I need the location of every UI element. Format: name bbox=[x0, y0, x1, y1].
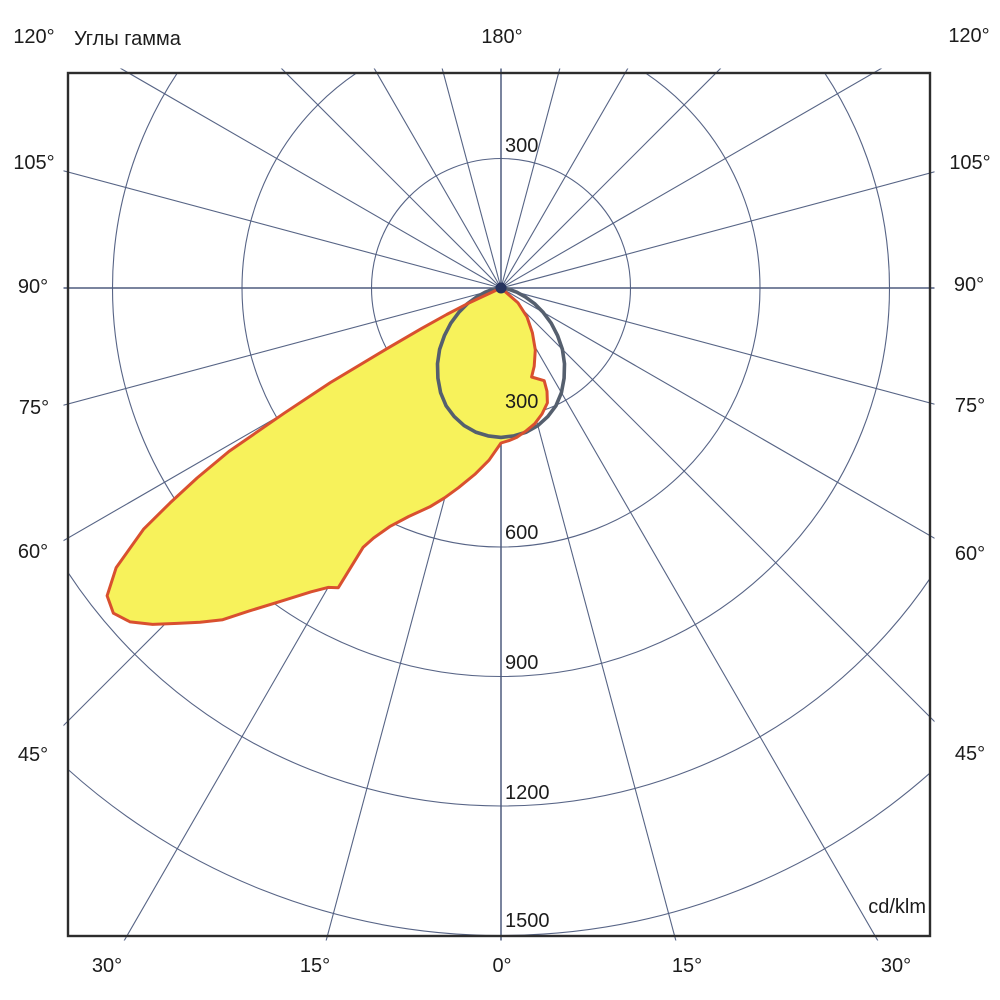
radial-line-gamma--120 bbox=[500, 68, 883, 289]
radial-line-gamma-75 bbox=[63, 287, 502, 406]
radial-line-gamma--150 bbox=[500, 68, 629, 289]
gamma-label-right-45: 45° bbox=[954, 743, 986, 765]
gamma-label-left-45: 45° bbox=[17, 744, 49, 766]
radial-line-gamma--30 bbox=[500, 287, 879, 941]
radial-line-gamma--45 bbox=[500, 287, 935, 723]
ring-label-900: 900 bbox=[505, 652, 539, 674]
radial-line-gamma-150 bbox=[373, 68, 502, 289]
radial-line-gamma--60 bbox=[500, 287, 935, 539]
gamma-label-top-left-120: 120° bbox=[13, 26, 55, 48]
radial-line-gamma-165 bbox=[441, 68, 502, 289]
ring-circle-1200 bbox=[68, 571, 930, 807]
ldc-c0-c180-outline bbox=[105, 286, 549, 626]
chart-title: Углы гамма bbox=[74, 28, 181, 50]
gamma-label-right-105: 105° bbox=[949, 152, 991, 174]
gamma-label-right-60: 60° bbox=[954, 543, 986, 565]
ldc-curves bbox=[105, 286, 567, 626]
radial-line-gamma--75 bbox=[500, 287, 935, 405]
gamma-label-right-75: 75° bbox=[954, 395, 986, 417]
gamma-label-left-60: 60° bbox=[17, 541, 49, 563]
ring-circle-900 bbox=[112, 73, 890, 677]
polar-grid-rings bbox=[68, 73, 930, 936]
gamma-label-bottom-right-15: 15° bbox=[671, 955, 703, 977]
ring-label-1500: 1500 bbox=[505, 910, 550, 932]
ldc-c0-c180-fill bbox=[107, 288, 548, 625]
gamma-label-left-75: 75° bbox=[18, 397, 50, 419]
radial-line-gamma--105 bbox=[500, 171, 935, 289]
ring-label-300-upper: 300 bbox=[505, 135, 539, 157]
radial-line-gamma-105 bbox=[63, 170, 502, 289]
radial-line-gamma--135 bbox=[500, 68, 722, 289]
ring-label-1200: 1200 bbox=[505, 782, 550, 804]
gamma-label-left-90: 90° bbox=[17, 276, 49, 298]
ring-label-300: 300 bbox=[505, 391, 539, 413]
gamma-label-bottom-left-15: 15° bbox=[299, 955, 331, 977]
gamma-label-top-180: 180° bbox=[481, 26, 523, 48]
ring-circle-600 bbox=[241, 73, 761, 548]
ring-label-600: 600 bbox=[505, 522, 539, 544]
radial-line-gamma--15 bbox=[500, 287, 677, 941]
unit-label: cd/klm bbox=[868, 896, 926, 918]
gamma-label-left-105: 105° bbox=[13, 152, 55, 174]
ldc-c90-c270-curve bbox=[435, 286, 567, 440]
gamma-label-right-90: 90° bbox=[953, 274, 985, 296]
radial-line-gamma--165 bbox=[500, 68, 561, 289]
center-origin-dot bbox=[495, 282, 507, 294]
ring-circle-1500 bbox=[68, 768, 930, 936]
gamma-label-bottom-left-30: 30° bbox=[91, 955, 123, 977]
gamma-label-bottom-0: 0° bbox=[492, 955, 512, 977]
gamma-label-bottom-right-30: 30° bbox=[880, 955, 912, 977]
plot-frame bbox=[66, 71, 932, 938]
radial-line-gamma-15 bbox=[325, 287, 502, 941]
gamma-label-top-right-120: 120° bbox=[948, 25, 990, 47]
radial-line-gamma-120 bbox=[119, 68, 502, 289]
radial-line-gamma-135 bbox=[280, 68, 502, 289]
